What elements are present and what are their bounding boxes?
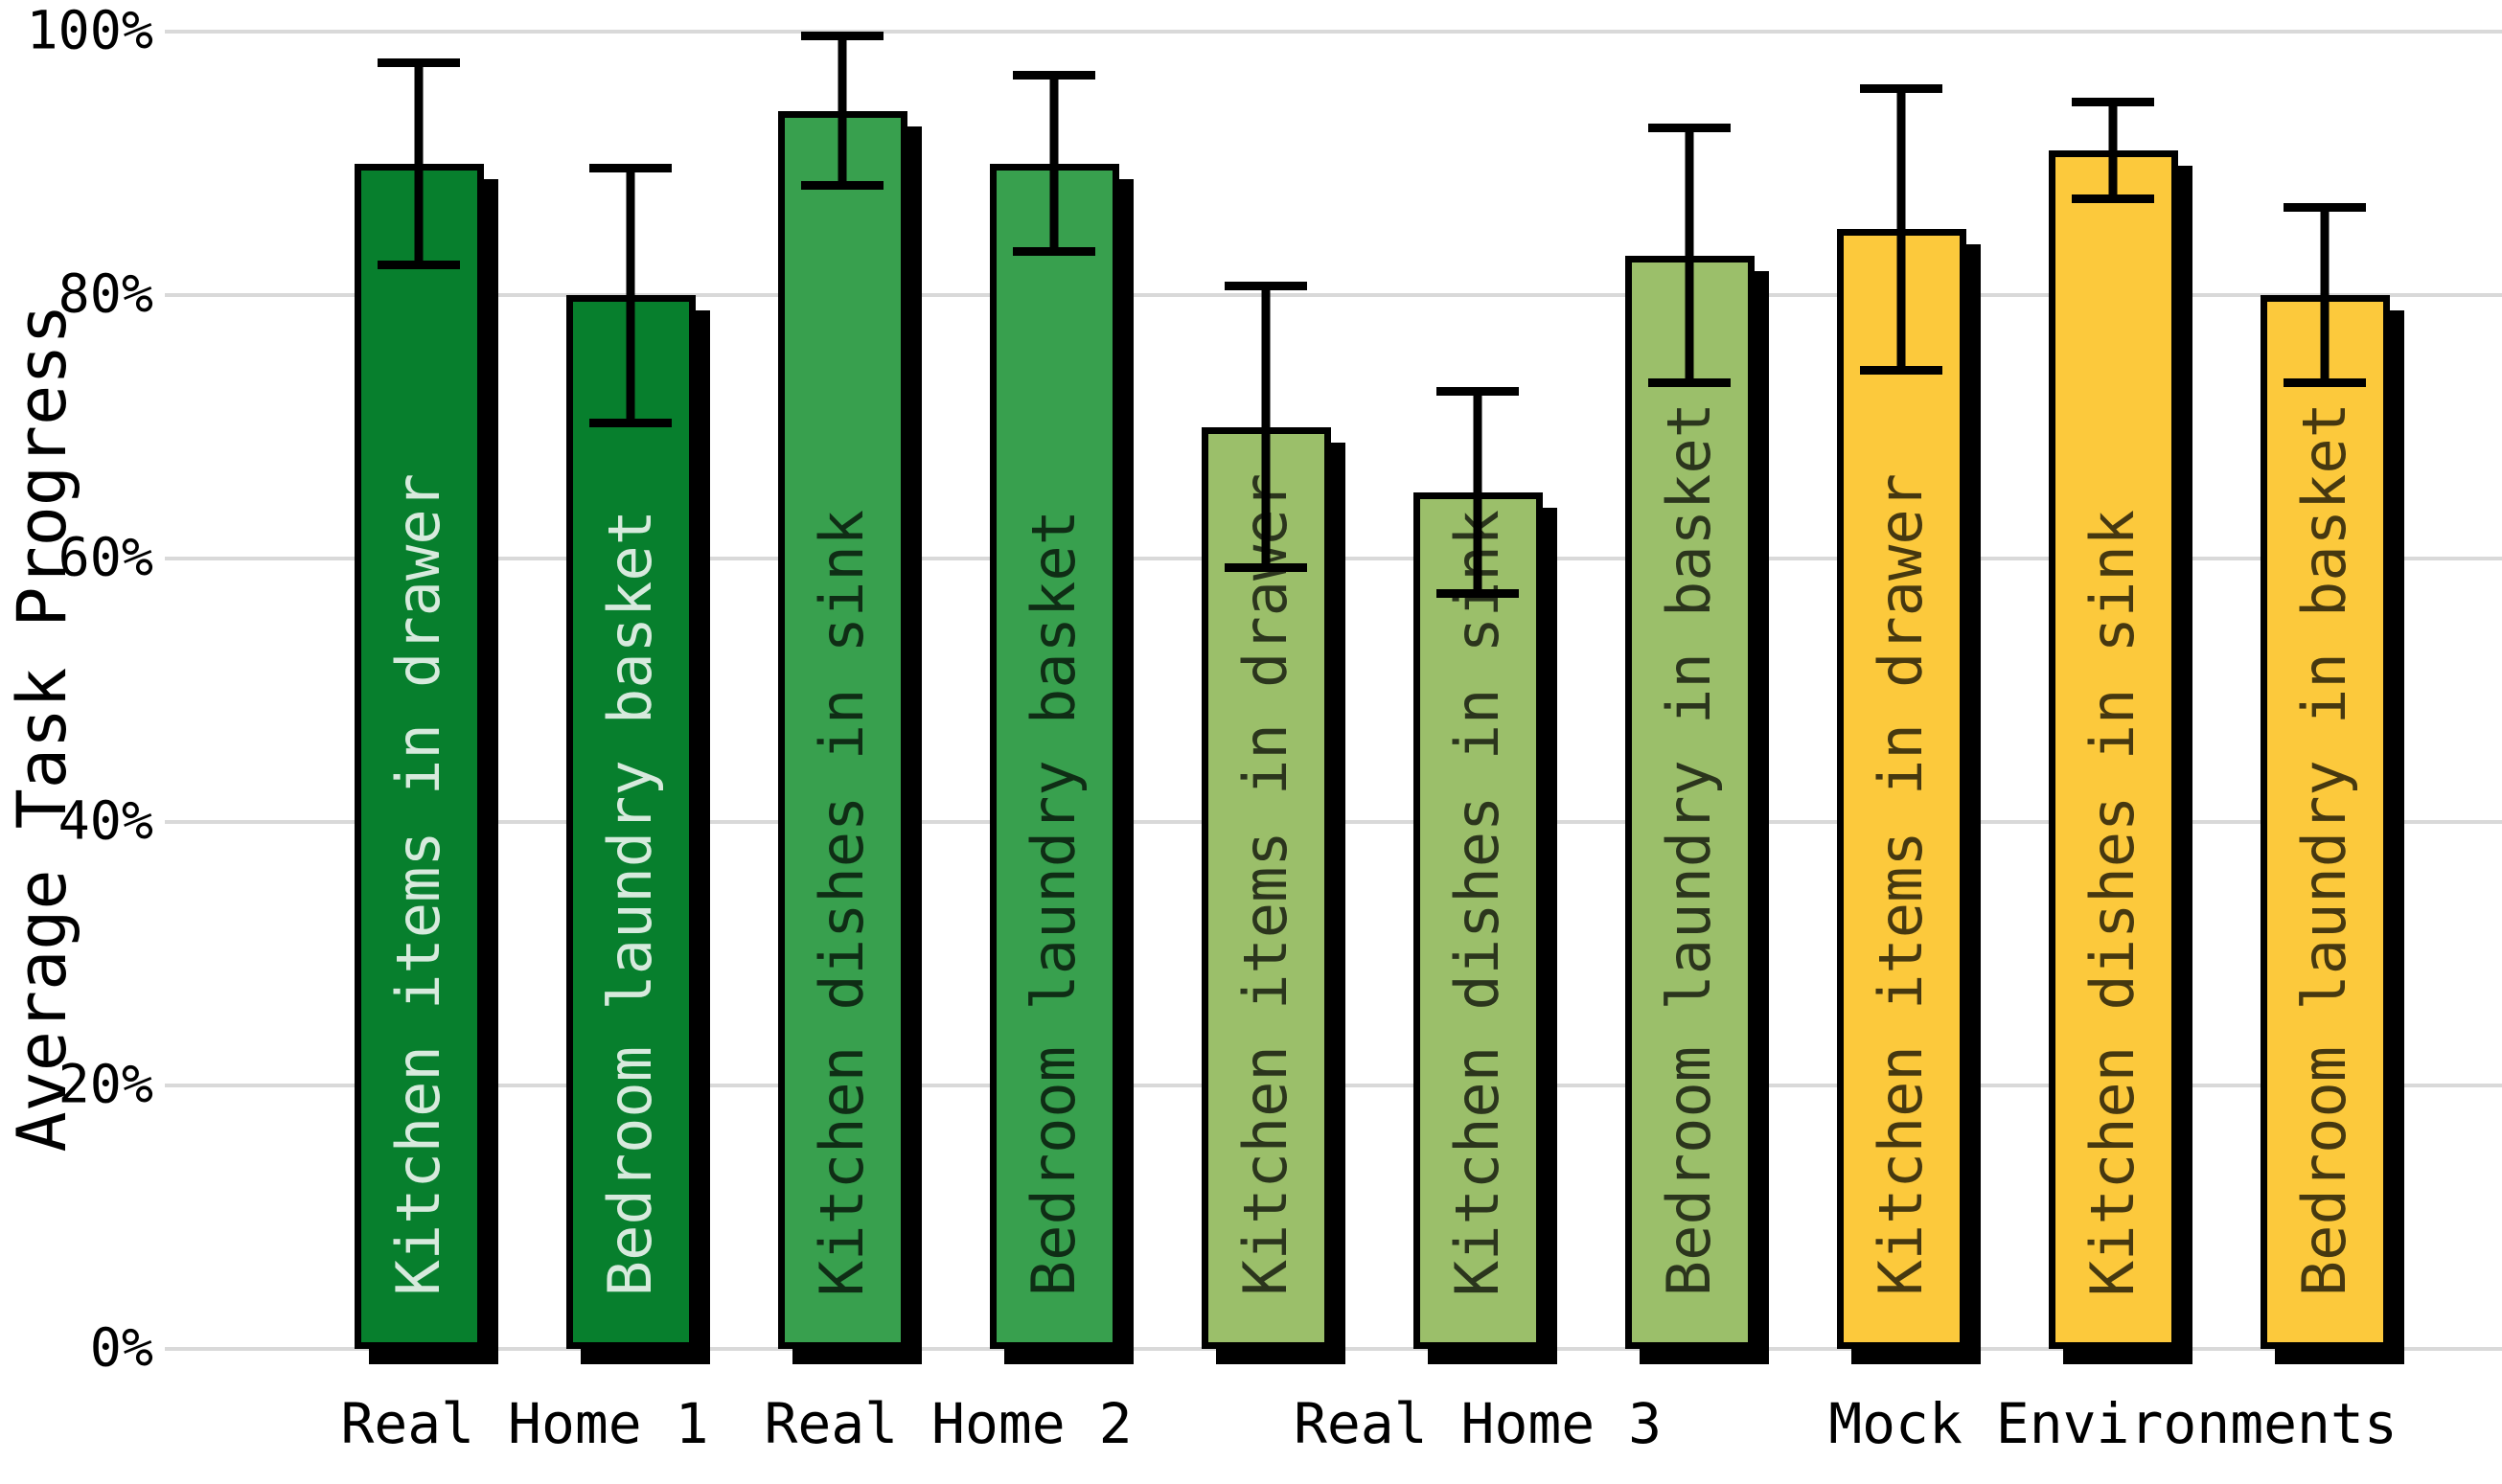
bar-kitchen-items-in-drawer <box>1836 229 1966 1349</box>
error-bar <box>1013 71 1095 256</box>
bar-bedroom-laundry-in-basket <box>1624 255 1755 1349</box>
error-bar-line <box>414 57 424 269</box>
bar-kitchen-items-in-drawer <box>1201 426 1331 1349</box>
error-bar-cap-top <box>589 163 672 172</box>
bar-task-label: Kitchen items in drawer <box>1230 473 1300 1296</box>
error-bar <box>1225 282 1307 572</box>
error-bar-line <box>838 32 847 190</box>
bar-task-label: Kitchen dishes in sink <box>1442 509 1512 1296</box>
gridline-80 <box>165 293 2502 297</box>
bar-task-label: Bedroom laundry in basket <box>2289 401 2359 1296</box>
error-bar-line <box>2108 97 2118 203</box>
error-bar-line <box>1261 282 1271 572</box>
error-bar-cap-bottom <box>2284 378 2366 388</box>
x-group-label-real-home-2: Real Home 2 <box>764 1391 1133 1456</box>
bar-kitchen-dishes-in-sink <box>1412 492 1543 1349</box>
error-bar-cap-bottom <box>2072 194 2154 203</box>
error-bar-cap-bottom <box>1013 246 1095 256</box>
gridline-100 <box>165 30 2502 34</box>
x-group-label-mock-environments: Mock Environments <box>1828 1391 2398 1456</box>
y-tick-label: 100% <box>26 0 153 61</box>
error-bar-cap-bottom <box>1225 562 1307 572</box>
error-bar <box>1648 124 1731 388</box>
error-bar-line <box>626 163 635 427</box>
bar-bedroom-laundry-basket <box>565 295 696 1349</box>
error-bar <box>378 57 460 269</box>
bar-task-label: Kitchen items in drawer <box>1866 473 1936 1296</box>
x-group-label-real-home-1: Real Home 1 <box>340 1391 709 1456</box>
y-tick-label: 80% <box>57 263 153 325</box>
bar-kitchen-dishes-in-sink <box>777 110 907 1349</box>
y-axis-title: Average Task Progress <box>3 304 81 1153</box>
error-bar-cap-top <box>1860 84 1942 93</box>
bar-kitchen-items-in-drawer <box>354 163 484 1349</box>
error-bar-cap-bottom <box>1648 378 1731 388</box>
error-bar <box>1860 84 1942 375</box>
error-bar <box>1436 387 1519 599</box>
x-group-label-real-home-3: Real Home 3 <box>1293 1391 1663 1456</box>
error-bar <box>589 163 672 427</box>
error-bar-cap-bottom <box>378 260 460 269</box>
bar-kitchen-dishes-in-sink <box>2048 149 2178 1349</box>
bar-bedroom-laundry-in-basket <box>2260 295 2390 1349</box>
error-bar-cap-bottom <box>1860 365 1942 375</box>
bar-task-label: Kitchen dishes in sink <box>2077 509 2147 1296</box>
error-bar-cap-top <box>378 57 460 67</box>
error-bar-line <box>1896 84 1906 375</box>
bar-task-label: Bedroom laundry basket <box>595 509 665 1296</box>
error-bar-cap-bottom <box>801 181 884 190</box>
error-bar-cap-top <box>1225 282 1307 291</box>
y-tick-label: 60% <box>57 526 153 588</box>
bar-task-label: Bedroom laundry in basket <box>1654 401 1724 1296</box>
error-bar-cap-bottom <box>589 418 672 427</box>
y-tick-label: 40% <box>57 789 153 852</box>
bar-task-label: Bedroom laundry basket <box>1019 509 1089 1296</box>
error-bar-cap-top <box>2072 97 2154 106</box>
error-bar-cap-top <box>2284 202 2366 212</box>
error-bar-line <box>1473 387 1482 599</box>
error-bar <box>801 32 884 190</box>
y-tick-label: 20% <box>57 1053 153 1115</box>
bar-bedroom-laundry-basket <box>989 163 1119 1349</box>
error-bar <box>2072 97 2154 203</box>
error-bar-line <box>1685 124 1694 388</box>
y-tick-label: 0% <box>89 1316 153 1379</box>
bar-task-label: Kitchen items in drawer <box>383 473 453 1296</box>
error-bar-line <box>1049 71 1059 256</box>
error-bar-cap-bottom <box>1436 589 1519 599</box>
error-bar-cap-top <box>801 32 884 40</box>
error-bar <box>2284 202 2366 388</box>
error-bar-cap-top <box>1013 71 1095 80</box>
error-bar-cap-top <box>1436 387 1519 397</box>
bar-task-label: Kitchen dishes in sink <box>807 509 877 1296</box>
error-bar-line <box>2320 202 2330 388</box>
error-bar-cap-top <box>1648 124 1731 133</box>
